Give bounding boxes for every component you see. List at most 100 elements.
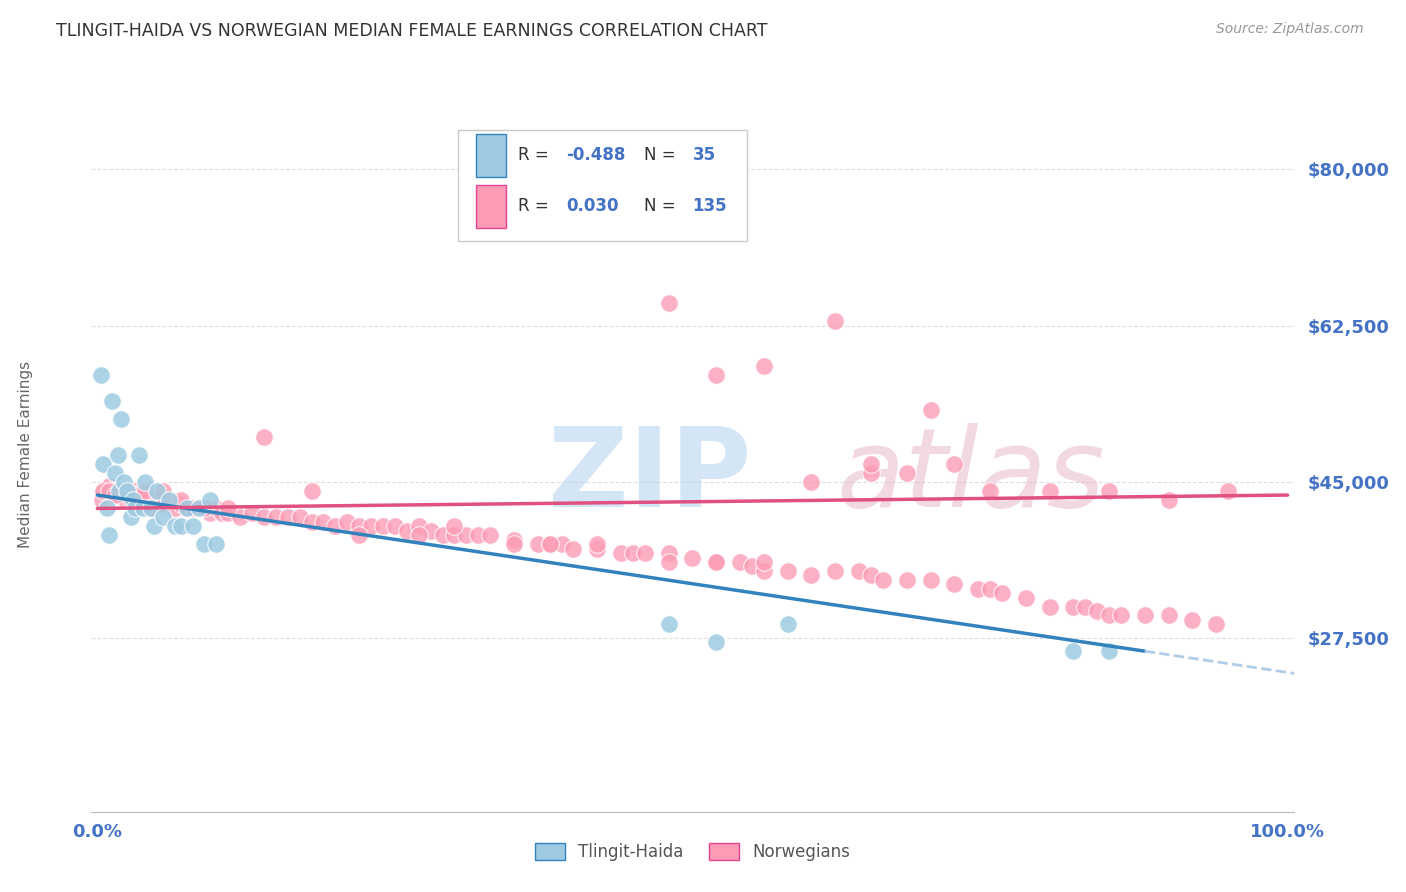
- Point: [704, 555, 727, 569]
- Point: [704, 635, 727, 649]
- Point: [136, 497, 159, 511]
- Point: [104, 483, 127, 498]
- Point: [115, 492, 138, 507]
- Point: [1109, 608, 1132, 623]
- Point: [101, 483, 124, 498]
- Point: [408, 528, 430, 542]
- Point: [288, 510, 311, 524]
- Text: 135: 135: [692, 197, 727, 215]
- Point: [107, 448, 129, 462]
- Point: [128, 492, 150, 507]
- Point: [253, 430, 276, 444]
- Point: [859, 568, 882, 582]
- Point: [859, 457, 882, 471]
- Point: [538, 537, 561, 551]
- Point: [131, 492, 153, 507]
- Text: 35: 35: [692, 146, 716, 164]
- Point: [98, 483, 121, 498]
- Point: [991, 586, 1014, 600]
- Text: Source: ZipAtlas.com: Source: ZipAtlas.com: [1216, 22, 1364, 37]
- Point: [943, 457, 966, 471]
- Text: R =: R =: [519, 146, 554, 164]
- Point: [443, 519, 465, 533]
- Point: [1098, 644, 1121, 658]
- Point: [634, 546, 657, 560]
- Point: [967, 582, 990, 596]
- Point: [347, 519, 370, 533]
- Point: [503, 533, 526, 547]
- Point: [1098, 608, 1121, 623]
- Point: [1038, 483, 1060, 498]
- Point: [169, 519, 191, 533]
- Point: [120, 510, 142, 524]
- Point: [800, 568, 823, 582]
- Text: TLINGIT-HAIDA VS NORWEGIAN MEDIAN FEMALE EARNINGS CORRELATION CHART: TLINGIT-HAIDA VS NORWEGIAN MEDIAN FEMALE…: [56, 22, 768, 40]
- Bar: [477, 134, 506, 177]
- Point: [979, 483, 1001, 498]
- Text: N =: N =: [644, 146, 682, 164]
- Point: [110, 412, 132, 426]
- Point: [169, 492, 191, 507]
- Point: [131, 501, 153, 516]
- Point: [610, 546, 633, 560]
- Point: [124, 501, 146, 516]
- Point: [138, 492, 160, 507]
- Point: [384, 519, 406, 533]
- Point: [264, 510, 287, 524]
- Point: [205, 501, 228, 516]
- Point: [776, 564, 799, 578]
- Point: [896, 466, 918, 480]
- Point: [152, 510, 174, 524]
- Point: [312, 515, 335, 529]
- Point: [550, 537, 572, 551]
- Point: [176, 501, 198, 516]
- Point: [127, 492, 149, 507]
- Point: [131, 492, 153, 507]
- Text: -0.488: -0.488: [567, 146, 626, 164]
- Point: [752, 555, 775, 569]
- Point: [943, 577, 966, 591]
- Point: [800, 475, 823, 489]
- Point: [1038, 599, 1060, 614]
- Point: [187, 501, 209, 516]
- Point: [181, 519, 204, 533]
- Point: [336, 515, 359, 529]
- Point: [1157, 608, 1180, 623]
- Point: [728, 555, 751, 569]
- Point: [157, 492, 180, 507]
- Text: 0.030: 0.030: [567, 197, 619, 215]
- Point: [98, 528, 121, 542]
- Point: [277, 510, 299, 524]
- Point: [96, 501, 118, 516]
- Point: [443, 528, 465, 542]
- Point: [112, 488, 135, 502]
- Point: [360, 519, 382, 533]
- Point: [229, 510, 252, 524]
- Point: [1074, 599, 1097, 614]
- Point: [872, 573, 894, 587]
- Point: [93, 483, 115, 498]
- Point: [896, 573, 918, 587]
- Point: [658, 555, 681, 569]
- Point: [134, 488, 156, 502]
- Point: [395, 524, 418, 538]
- Point: [1015, 591, 1038, 605]
- Point: [408, 519, 430, 533]
- Point: [143, 519, 166, 533]
- Point: [301, 515, 323, 529]
- Point: [479, 528, 502, 542]
- Point: [143, 492, 166, 507]
- Point: [456, 528, 478, 542]
- Point: [682, 550, 704, 565]
- Point: [920, 573, 942, 587]
- Point: [107, 483, 129, 498]
- Point: [176, 501, 198, 516]
- Point: [100, 488, 122, 502]
- Point: [848, 564, 870, 578]
- Text: Median Female Earnings: Median Female Earnings: [18, 361, 32, 549]
- Point: [115, 483, 138, 498]
- Point: [217, 506, 239, 520]
- Text: ZIP: ZIP: [548, 423, 752, 530]
- Point: [704, 368, 727, 382]
- Point: [586, 541, 609, 556]
